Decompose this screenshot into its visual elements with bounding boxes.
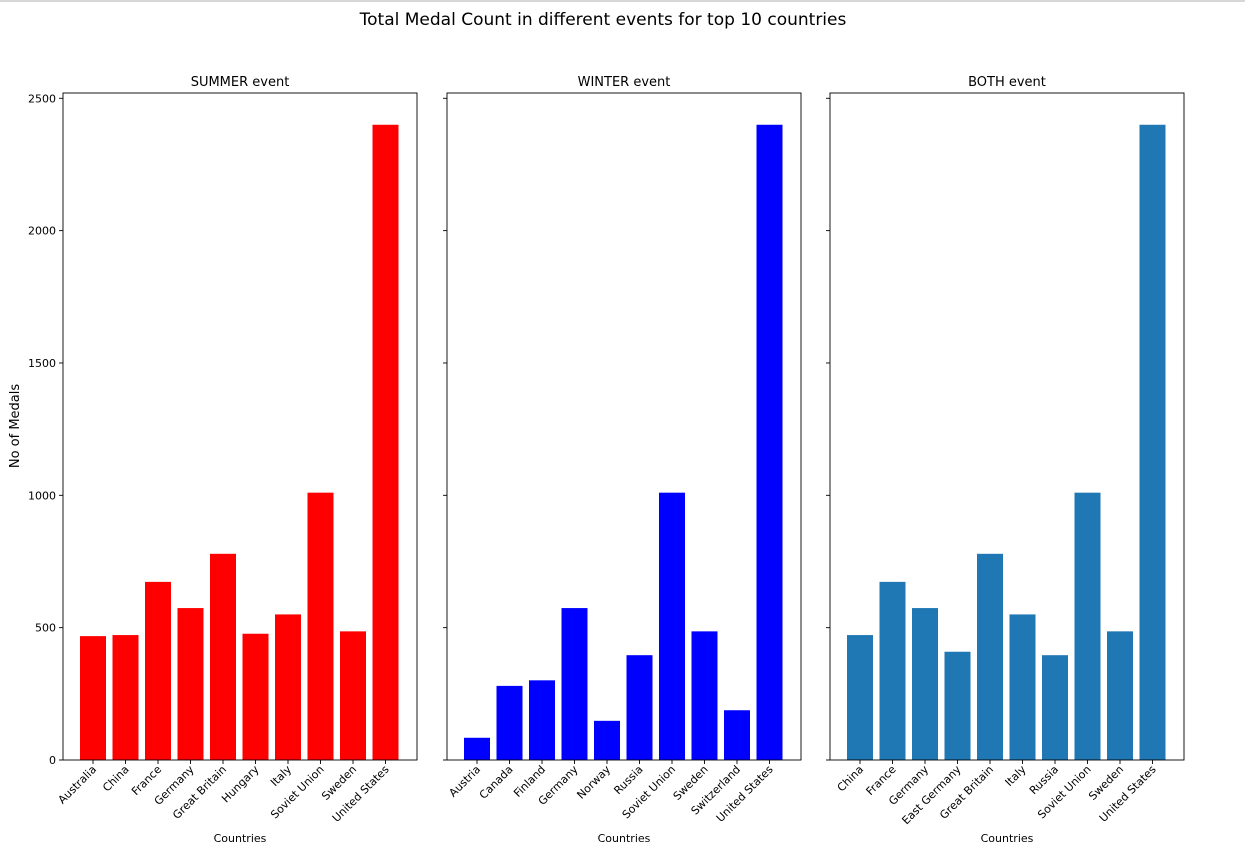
bar-sweden	[340, 631, 366, 760]
bar-united-states	[756, 124, 783, 760]
x-tick-label: Italy	[268, 763, 294, 789]
x-tick-label: United States	[330, 763, 392, 825]
bar-switzerland	[724, 710, 750, 760]
bar-sweden	[691, 631, 718, 760]
bar-soviet-union	[307, 492, 334, 760]
bar-france	[145, 581, 171, 760]
x-axis-label: Countries	[598, 832, 651, 845]
x-tick-label: China	[835, 763, 866, 794]
y-tick-label: 1000	[28, 489, 56, 502]
subplot-title: WINTER event	[578, 75, 671, 90]
y-tick-label: 2000	[28, 225, 56, 238]
y-tick-label: 500	[35, 622, 56, 635]
y-tick-label: 1500	[28, 357, 56, 370]
bar-canada	[496, 685, 523, 760]
x-tick-label: Italy	[1003, 763, 1029, 789]
x-tick-label: United States	[714, 763, 776, 825]
y-axis-label: No of Medals	[8, 384, 23, 469]
y-tick-label: 0	[49, 754, 56, 767]
bar-united-states	[1139, 124, 1166, 760]
x-tick-label: United States	[1097, 763, 1159, 825]
bar-east-germany	[944, 651, 971, 760]
bar-russia	[626, 655, 653, 760]
bar-australia	[80, 636, 106, 760]
figure-title: Total Medal Count in different events fo…	[359, 10, 847, 30]
x-tick-label: Canada	[477, 763, 516, 802]
bar-italy	[275, 614, 301, 760]
x-tick-label: China	[100, 763, 131, 794]
subplots: 0 500 1000 1500 2000 2500 Australia ChinaFrance…	[28, 75, 1185, 845]
bar-soviet-union	[1074, 492, 1101, 760]
bar-germany	[912, 608, 938, 760]
bar-great-britain	[977, 553, 1003, 760]
bar-china	[847, 635, 873, 760]
plot-frame	[446, 92, 802, 761]
subplot-title: SUMMER event	[191, 75, 290, 90]
bar-italy	[1009, 614, 1036, 760]
bar-germany	[177, 608, 204, 760]
bar-russia	[1042, 655, 1068, 760]
x-axis-label: Countries	[981, 832, 1034, 845]
x-tick-label: Australia	[56, 763, 100, 807]
bar-norway	[594, 720, 620, 760]
bar-finland	[529, 680, 555, 760]
bar-china	[112, 635, 139, 760]
bar-hungary	[242, 633, 269, 760]
x-axis-label: Countries	[214, 832, 267, 845]
subplot-title: BOTH event	[968, 75, 1046, 90]
bar-france	[879, 581, 906, 760]
bar-austria	[464, 737, 490, 760]
bar-great-britain	[210, 553, 236, 760]
bar-germany	[561, 608, 588, 760]
plot-frame	[62, 92, 418, 761]
bar-soviet-union	[659, 492, 685, 760]
plot-frame	[829, 92, 1185, 761]
y-tick-label: 2500	[28, 92, 56, 105]
subplot-2: AustriaCanadaFinlandGermanyNorwayRussiaS…	[443, 75, 802, 845]
bar-united-states	[372, 124, 399, 760]
bar-sweden	[1107, 631, 1133, 760]
x-tick-label: Norway	[574, 763, 613, 802]
window-top-border	[0, 0, 1245, 2]
